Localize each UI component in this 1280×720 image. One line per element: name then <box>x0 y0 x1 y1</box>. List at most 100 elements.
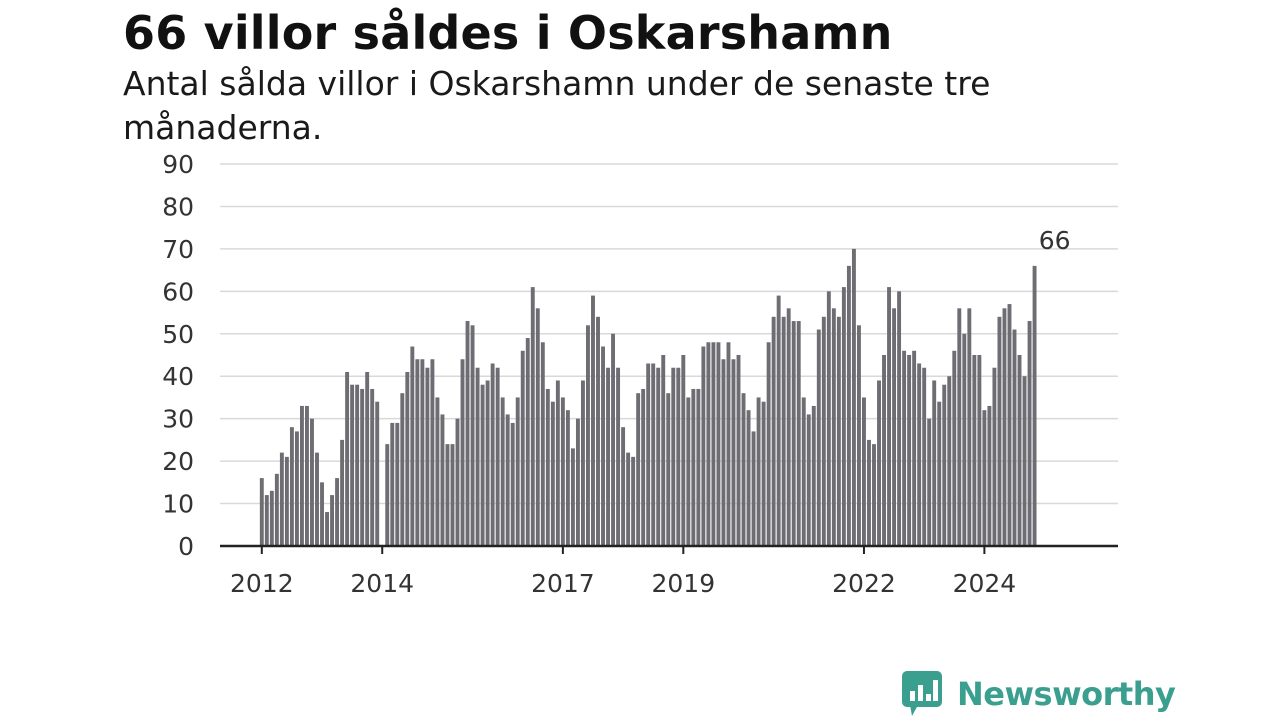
bar <box>1007 304 1012 546</box>
bar <box>415 359 420 546</box>
brand-logo: Newsworthy <box>902 670 1176 718</box>
bar <box>721 359 726 546</box>
bar <box>1027 321 1032 546</box>
bar <box>1012 329 1017 546</box>
bar <box>831 308 836 546</box>
bar <box>776 295 781 546</box>
bar <box>580 380 585 546</box>
bar <box>952 350 957 546</box>
bar <box>696 388 701 546</box>
bar <box>671 367 676 546</box>
bar <box>555 380 560 546</box>
bar <box>631 456 636 546</box>
x-tick-label: 2019 <box>651 569 715 598</box>
y-tick-label: 20 <box>162 447 194 476</box>
bar <box>586 325 590 546</box>
bar <box>942 384 947 546</box>
bar <box>972 355 977 546</box>
bar <box>801 397 806 546</box>
bar <box>420 359 425 546</box>
y-tick-label: 30 <box>162 405 194 434</box>
bar <box>455 418 460 546</box>
bar <box>867 439 871 546</box>
bar <box>485 380 490 546</box>
bar <box>806 414 811 546</box>
bar <box>811 405 816 546</box>
bar <box>907 355 912 546</box>
bar <box>786 308 791 546</box>
bar <box>706 342 711 546</box>
bar <box>967 308 972 546</box>
bar <box>856 325 861 546</box>
bar <box>510 422 515 546</box>
bar <box>781 316 786 546</box>
bar <box>330 495 334 546</box>
chart-subtitle: Antal sålda villor i Oskarshamn under de… <box>123 64 991 147</box>
bar <box>651 363 656 546</box>
bar <box>490 363 495 546</box>
bar <box>887 287 891 546</box>
bar <box>676 367 681 546</box>
bar-chart-speech-bubble-icon <box>902 671 942 716</box>
bar <box>320 482 324 546</box>
bar <box>761 401 766 546</box>
bar <box>636 393 641 546</box>
bar <box>1017 355 1022 546</box>
bar <box>897 291 902 546</box>
bars <box>259 248 1037 546</box>
bar <box>530 287 535 546</box>
x-tick-label: 2012 <box>230 569 294 598</box>
bar <box>771 316 776 546</box>
bar <box>395 422 400 546</box>
x-axis-ticks: 2012 2014 2017 2019 2022 2024 <box>230 546 1016 598</box>
bar <box>315 452 319 546</box>
bar <box>741 393 746 546</box>
bar <box>565 410 570 546</box>
bar <box>465 321 470 546</box>
bar <box>370 388 375 546</box>
bar <box>540 342 545 546</box>
bar <box>335 478 340 546</box>
bar <box>274 473 279 546</box>
bar <box>756 397 761 546</box>
bar <box>977 355 982 546</box>
bar <box>360 388 365 546</box>
bar <box>766 342 771 546</box>
bar <box>435 397 440 546</box>
bar <box>355 384 360 546</box>
annotations: 66 <box>1039 226 1071 255</box>
bar <box>997 316 1002 546</box>
bar <box>616 367 621 546</box>
bar <box>445 444 450 546</box>
bar <box>821 316 826 546</box>
bar <box>626 452 631 546</box>
bar <box>841 287 846 546</box>
bar <box>345 371 350 546</box>
y-tick-label: 10 <box>162 490 194 519</box>
highlight-value-label: 66 <box>1039 226 1071 255</box>
bar <box>601 346 605 546</box>
bar <box>826 291 831 546</box>
bar <box>1032 265 1037 546</box>
bar <box>385 444 390 546</box>
y-tick-label: 50 <box>162 320 194 349</box>
bar <box>701 346 706 546</box>
bar <box>932 380 937 546</box>
bar <box>862 397 866 546</box>
bar <box>410 346 415 546</box>
bar <box>877 380 881 546</box>
bar <box>736 355 741 546</box>
bar <box>405 371 410 546</box>
bar <box>365 371 370 546</box>
bar <box>872 444 876 546</box>
bar <box>691 388 696 546</box>
bar <box>796 321 801 546</box>
bar <box>430 359 435 546</box>
bar <box>259 478 264 546</box>
bar <box>661 355 666 546</box>
y-tick-label: 0 <box>178 532 194 561</box>
bar <box>480 384 485 546</box>
bar <box>851 248 856 546</box>
bar <box>641 388 646 546</box>
